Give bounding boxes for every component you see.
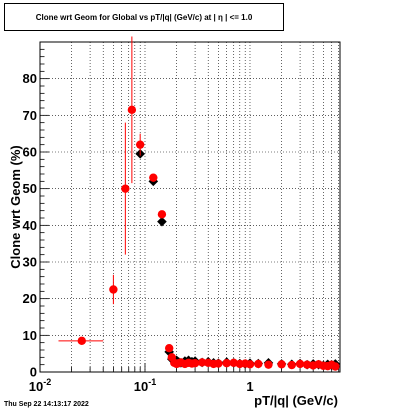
y-tick-label: 10 (23, 328, 37, 343)
y-tick-label: 0 (30, 365, 37, 380)
red-point (135, 140, 145, 149)
x-axis: 10-2 10-1 1 (29, 363, 340, 394)
red-point (287, 360, 296, 370)
red-point (127, 105, 137, 115)
red-point (77, 336, 86, 346)
red-point (157, 210, 167, 219)
x-axis-label: pT/|q| (GeV/c) (254, 393, 338, 408)
red-point (197, 358, 207, 367)
chart-title-box: Clone wrt Geom for Global vs pT/|q| (GeV… (4, 3, 284, 31)
red-point (245, 360, 255, 369)
y-tick-label: 40 (23, 218, 37, 233)
red-point (277, 360, 286, 369)
grid (39, 42, 340, 372)
red-point (254, 359, 263, 369)
red-point (109, 285, 118, 294)
plot-frame (39, 41, 341, 373)
x-tick-label: 10-1 (134, 377, 156, 394)
red-point (331, 362, 340, 371)
y-tick-label: 70 (23, 108, 37, 123)
red-point (222, 359, 231, 368)
chart-title: Clone wrt Geom for Global vs pT/|q| (GeV… (35, 12, 253, 22)
data-points (58, 36, 341, 371)
red-point (121, 184, 130, 193)
red-point (164, 343, 174, 353)
red-point (214, 359, 223, 368)
y-tick-label: 60 (23, 145, 37, 160)
y-tick-label: 50 (23, 181, 37, 196)
y-axis-label: Clone wrt Geom (%) (8, 145, 23, 269)
y-axis: 0 10 20 30 40 50 60 70 80 (23, 41, 49, 380)
red-point (264, 360, 273, 369)
red-point (190, 359, 200, 368)
x-tick-label: 1 (246, 379, 253, 394)
red-point (295, 359, 305, 369)
y-tick-label: 20 (23, 291, 37, 306)
y-tick-label: 80 (23, 71, 37, 86)
black-point (157, 216, 167, 227)
red-point (149, 173, 158, 182)
red-point (302, 360, 312, 369)
x-tick-label: 10-2 (29, 377, 51, 394)
y-tick-label: 30 (23, 255, 37, 270)
timestamp: Thu Sep 22 14:13:17 2022 (4, 401, 89, 408)
